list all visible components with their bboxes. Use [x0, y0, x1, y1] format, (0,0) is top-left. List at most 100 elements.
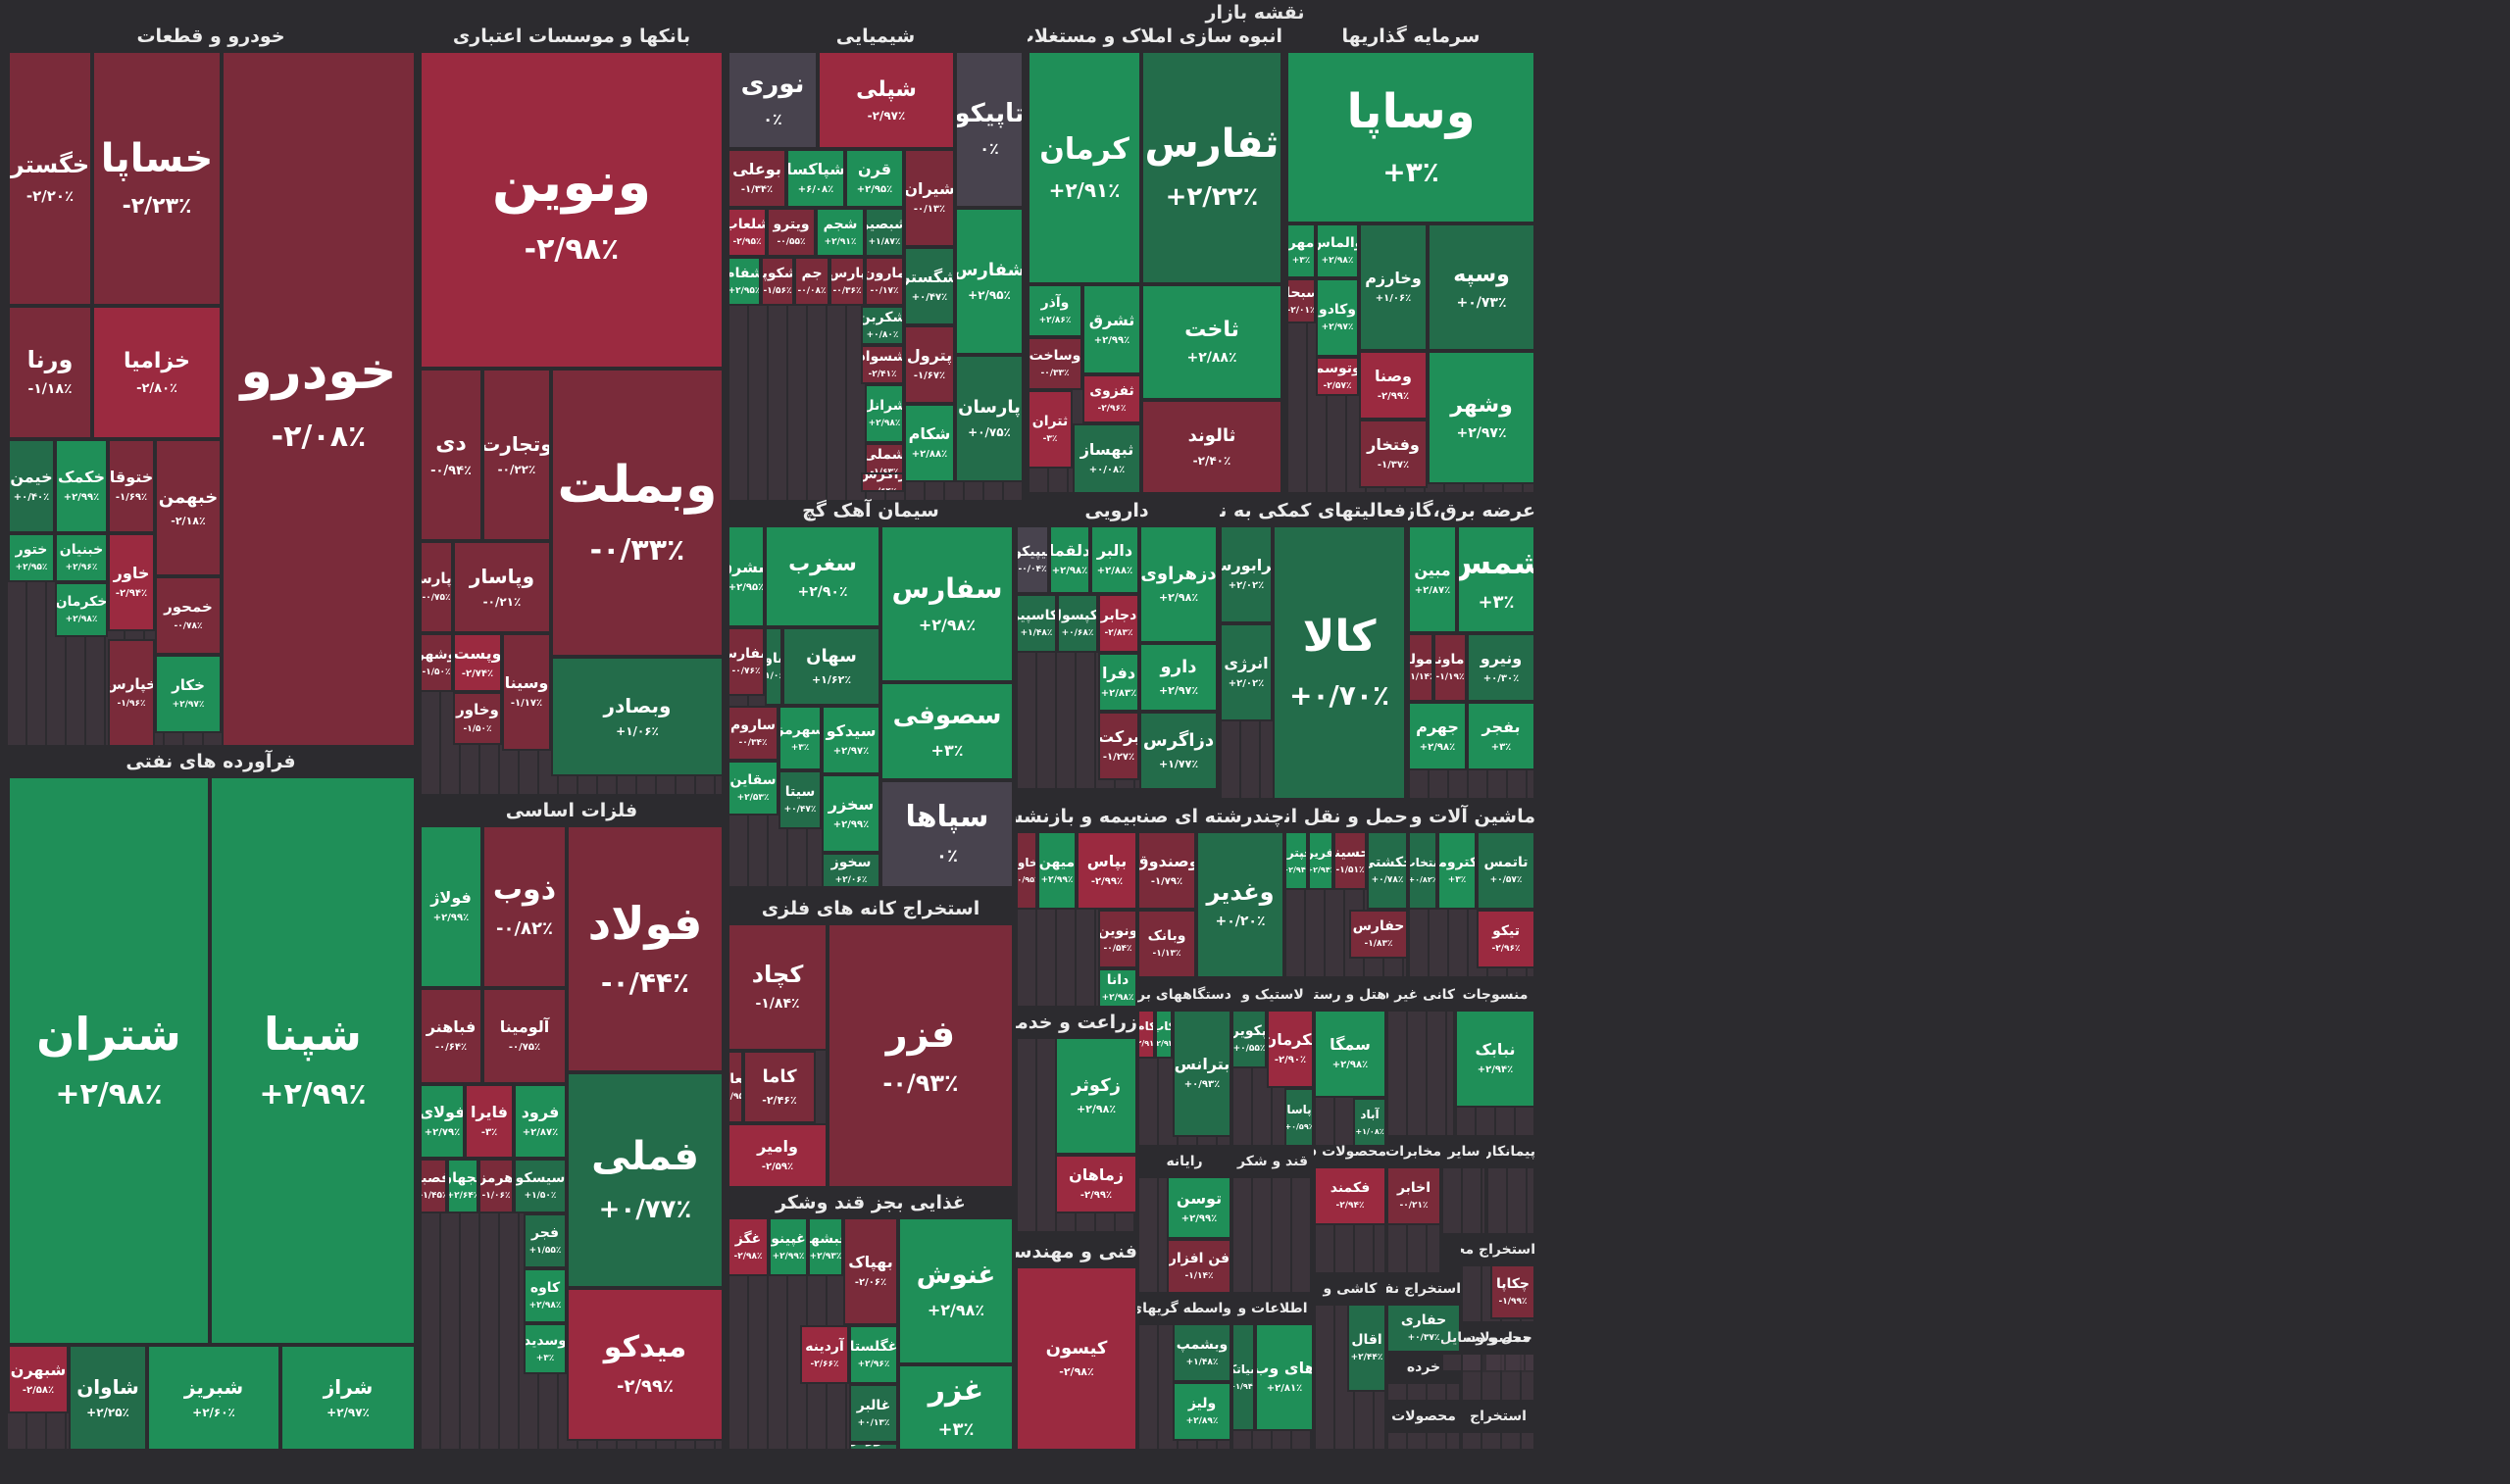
stock-tile[interactable]: فزر -۰/۹۳٪	[828, 923, 1014, 1188]
stock-tile[interactable]: شیران -۰/۱۳٪	[904, 149, 955, 247]
stock-tile[interactable]: میدکو -۲/۹۹٪	[567, 1288, 724, 1441]
stock-tile[interactable]: کچاد -۱/۸۴٪	[728, 923, 828, 1051]
stock-tile[interactable]: شمس +۳٪	[1457, 525, 1535, 633]
stock-tile[interactable]: شجم +۲/۹۱٪	[816, 208, 865, 257]
stock-tile[interactable]: ورنا -۱/۱۸٪	[8, 306, 92, 439]
stock-tile[interactable]: شتران +۲/۹۸٪	[8, 776, 210, 1345]
stock-tile[interactable]: وخاور -۱/۵۰٪	[453, 692, 502, 745]
stock-tile[interactable]: پارس -۰/۳۶٪	[829, 257, 865, 306]
stock-tile[interactable]: توسن +۲/۹۹٪	[1167, 1176, 1231, 1239]
stock-tile[interactable]: پترول -۱/۶۷٪	[904, 325, 955, 404]
stock-tile[interactable]: شگستر +۰/۴۷٪	[904, 247, 955, 325]
stock-tile[interactable]: ثالوند -۲/۴۰٪	[1141, 400, 1282, 494]
stock-tile[interactable]: سقاین +۲/۵۳٪	[728, 761, 778, 816]
stock-tile[interactable]: سمگا +۲/۹۸٪	[1314, 1010, 1386, 1098]
stock-tile[interactable]: خکار +۲/۹۷٪	[155, 655, 222, 733]
stock-tile[interactable]: ثاخت +۲/۸۸٪	[1141, 284, 1282, 400]
stock-tile[interactable]: ثبهساز +۰/۰۸٪	[1073, 423, 1141, 494]
stock-tile[interactable]: غپینو +۲/۹۹٪	[769, 1217, 808, 1276]
stock-tile[interactable]: شکام +۲/۸۸٪	[904, 404, 955, 482]
stock-tile[interactable]: شکربن +۰/۸۰٪	[861, 306, 904, 345]
stock-tile[interactable]: فرود +۲/۸۷٪	[514, 1084, 567, 1159]
stock-tile[interactable]: حفاری +۰/۳۷٪	[1386, 1304, 1461, 1353]
stock-tile[interactable]: شفارس +۲/۹۵٪	[955, 208, 1024, 355]
stock-tile[interactable]: شرانل +۲/۹۸٪	[865, 384, 904, 443]
stock-tile[interactable]: آفرین +۲/۹۴٪	[1308, 831, 1333, 890]
stock-tile[interactable]: دی -۰/۹۴٪	[420, 369, 482, 541]
stock-tile[interactable]: وامیر -۲/۵۹٪	[728, 1123, 828, 1188]
stock-tile[interactable]: دفرا +۲/۸۳٪	[1098, 653, 1139, 712]
stock-tile[interactable]: خودرو -۲/۰۸٪	[222, 51, 416, 747]
stock-tile[interactable]: فملی +۰/۷۷٪	[567, 1072, 724, 1288]
stock-tile[interactable]: دکاسپین +۱/۴۸٪	[1016, 594, 1057, 653]
stock-tile[interactable]: فولاد -۰/۴۴٪	[567, 825, 724, 1072]
stock-tile[interactable]: پکرمان -۲/۹۰٪	[1267, 1010, 1314, 1088]
stock-tile[interactable]: خساپا -۲/۲۳٪	[92, 51, 222, 306]
stock-tile[interactable]: حکشتی +۰/۷۸٪	[1367, 831, 1408, 910]
stock-tile[interactable]: کاوه +۲/۹۸٪	[524, 1268, 567, 1323]
stock-tile[interactable]: شلعاب -۲/۹۵٪	[728, 208, 767, 257]
stock-tile[interactable]: کاما -۲/۴۶٪	[743, 1051, 816, 1123]
stock-tile[interactable]: وتوسم -۲/۵۷٪	[1316, 357, 1359, 396]
stock-tile[interactable]: کالا +۰/۷۰٪	[1273, 525, 1406, 800]
stock-tile[interactable]: خپارس -۱/۹۶٪	[108, 639, 155, 747]
stock-tile[interactable]: کیسون -۲/۹۸٪	[1016, 1266, 1137, 1451]
stock-tile[interactable]: وبملت -۰/۳۳٪	[551, 369, 724, 657]
stock-tile[interactable]: وشهر -۱/۵۰٪	[420, 633, 453, 692]
stock-tile[interactable]: دزهراوی +۲/۹۸٪	[1139, 525, 1218, 643]
stock-tile[interactable]: مهر +۳٪	[1286, 223, 1316, 278]
stock-tile[interactable]: وبشمپ +۱/۴۸٪	[1173, 1323, 1231, 1382]
stock-tile[interactable]: اقال +۲/۴۴٪	[1347, 1304, 1386, 1392]
stock-tile[interactable]: تیپیکو -۰/۰۴٪	[1016, 525, 1049, 594]
stock-tile[interactable]: قرن +۲/۹۵٪	[845, 149, 904, 208]
stock-tile[interactable]: مبین +۲/۸۷٪	[1408, 525, 1457, 633]
stock-tile[interactable]: سیدکو +۲/۹۷٪	[822, 706, 880, 774]
stock-tile[interactable]: خبهمن -۲/۱۸٪	[155, 439, 222, 576]
stock-tile[interactable]: فولای +۲/۷۹٪	[420, 1084, 465, 1159]
stock-tile[interactable]: خکمک +۲/۹۹٪	[55, 439, 108, 533]
stock-tile[interactable]: شبهرن -۲/۵۸٪	[8, 1345, 69, 1413]
stock-tile[interactable]: دجابر -۲/۸۳٪	[1098, 594, 1139, 653]
stock-tile[interactable]: جهرم +۲/۹۸٪	[1408, 702, 1467, 770]
stock-tile[interactable]: ذوب -۰/۸۲٪	[482, 825, 567, 988]
stock-tile[interactable]: وغدیر +۰/۲۰٪	[1196, 831, 1284, 978]
stock-tile[interactable]: خاور -۲/۹۴٪	[108, 533, 155, 631]
stock-tile[interactable]: تاپیکو ۰٪	[955, 51, 1024, 208]
stock-tile[interactable]: شفام +۲/۹۵٪	[728, 257, 761, 306]
stock-tile[interactable]: وسبحان -۲/۰۱٪	[1286, 278, 1316, 323]
stock-tile[interactable]: خمحور -۰/۷۸٪	[155, 576, 222, 655]
stock-tile[interactable]: ونوین -۰/۵۴٪	[1098, 910, 1137, 968]
stock-tile[interactable]: خکرمان +۲/۹۸٪	[55, 582, 108, 637]
stock-tile[interactable]: بخاور -۰/۹۵٪	[1016, 831, 1037, 910]
stock-tile[interactable]: وخارزم +۱/۰۶٪	[1359, 223, 1428, 351]
stock-tile[interactable]: والماس +۲/۹۸٪	[1316, 223, 1359, 278]
stock-tile[interactable]: غگز -۲/۹۸٪	[728, 1217, 769, 1276]
stock-tile[interactable]: انرژی +۲/۰۲٪	[1220, 623, 1273, 721]
stock-tile[interactable]: سفارس -۰/۷۶٪	[728, 627, 765, 696]
stock-tile[interactable]: وآذر +۲/۸۶٪	[1028, 284, 1082, 337]
stock-tile[interactable]: میهن +۲/۹۹٪	[1037, 831, 1077, 910]
stock-tile[interactable]: ونوین -۲/۹۸٪	[420, 51, 724, 369]
stock-tile[interactable]: شسواد -۲/۴۱٪	[861, 345, 904, 384]
stock-tile[interactable]: غنوش +۲/۹۸٪	[898, 1217, 1014, 1364]
stock-tile[interactable]: دکپسول +۰/۶۸٪	[1057, 594, 1098, 653]
stock-tile[interactable]: وپست -۲/۷۴٪	[453, 633, 502, 692]
stock-tile[interactable]: ساوه +۱/۰۶٪	[765, 627, 782, 706]
stock-tile[interactable]: غکورش+۰/۵۹٪	[849, 1443, 898, 1451]
stock-tile[interactable]: سهرمز +۳٪	[778, 706, 822, 770]
stock-tile[interactable]: بپاس -۲/۹۹٪	[1077, 831, 1137, 910]
stock-tile[interactable]: ثتران -۳٪	[1028, 390, 1073, 469]
stock-tile[interactable]: حسینا -۱/۵۱٪	[1333, 831, 1367, 890]
stock-tile[interactable]: ساروم -۰/۳۴٪	[728, 706, 778, 761]
stock-tile[interactable]: ولیز +۲/۸۹٪	[1173, 1382, 1231, 1441]
stock-tile[interactable]: شپلی -۲/۹۷٪	[818, 51, 955, 149]
stock-tile[interactable]: ومعادن -۰/۹۵٪	[728, 1051, 743, 1123]
stock-tile[interactable]: دلقما +۲/۹۸٪	[1049, 525, 1090, 594]
stock-tile[interactable]: زماهان -۲/۹۹٪	[1055, 1155, 1137, 1213]
stock-tile[interactable]: دانا +۲/۹۸٪	[1098, 968, 1137, 1008]
stock-tile[interactable]: بهپاک -۲/۰۶٪	[843, 1217, 898, 1325]
stock-tile[interactable]: حفارس -۱/۸۳٪	[1349, 910, 1408, 959]
stock-tile[interactable]: ختور +۲/۹۵٪	[8, 533, 55, 582]
stock-tile[interactable]: سیاتک +۱/۹۴٪	[1231, 1323, 1255, 1431]
stock-tile[interactable]: نبابک +۲/۹۴٪	[1455, 1010, 1535, 1108]
